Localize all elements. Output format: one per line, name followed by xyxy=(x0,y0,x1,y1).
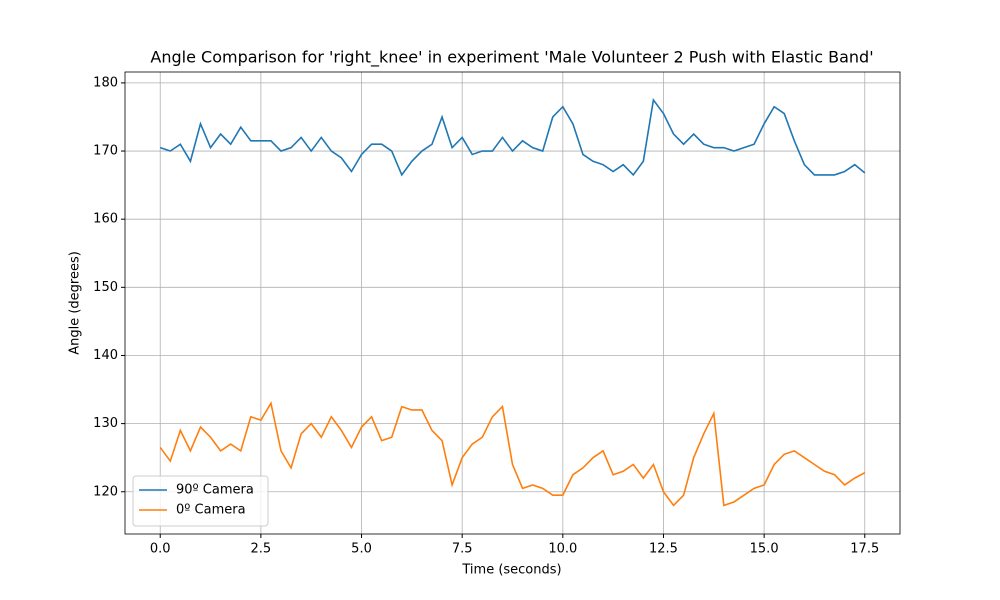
x-tick-label: 7.5 xyxy=(452,542,473,557)
x-axis-label: Time (seconds) xyxy=(461,563,561,578)
y-tick-label: 120 xyxy=(93,484,118,499)
y-axis-label: Angle (degrees) xyxy=(68,251,83,355)
legend-box xyxy=(132,475,269,527)
data-line xyxy=(159,97,866,177)
y-tick-label: 150 xyxy=(93,280,118,295)
y-tick-label: 180 xyxy=(93,75,118,90)
x-tick-label: 15.0 xyxy=(750,542,779,557)
legend-label: 0º Camera xyxy=(176,503,246,518)
y-tick-label: 140 xyxy=(93,348,118,363)
x-tick-label: 0.0 xyxy=(150,542,171,557)
chart-title: Angle Comparison for 'right_knee' in exp… xyxy=(150,48,873,68)
legend-label: 90º Camera xyxy=(176,483,254,498)
y-tick-label: 170 xyxy=(93,144,118,159)
plot-frame xyxy=(124,71,901,535)
x-tick-label: 10.0 xyxy=(548,542,577,557)
y-tick-label: 160 xyxy=(93,212,118,227)
x-tick-label: 17.5 xyxy=(850,542,879,557)
x-tick-label: 2.5 xyxy=(251,542,272,557)
x-tick-label: 12.5 xyxy=(649,542,678,557)
x-tick-label: 5.0 xyxy=(351,542,372,557)
data-line xyxy=(159,400,866,507)
y-tick-label: 130 xyxy=(93,416,118,431)
